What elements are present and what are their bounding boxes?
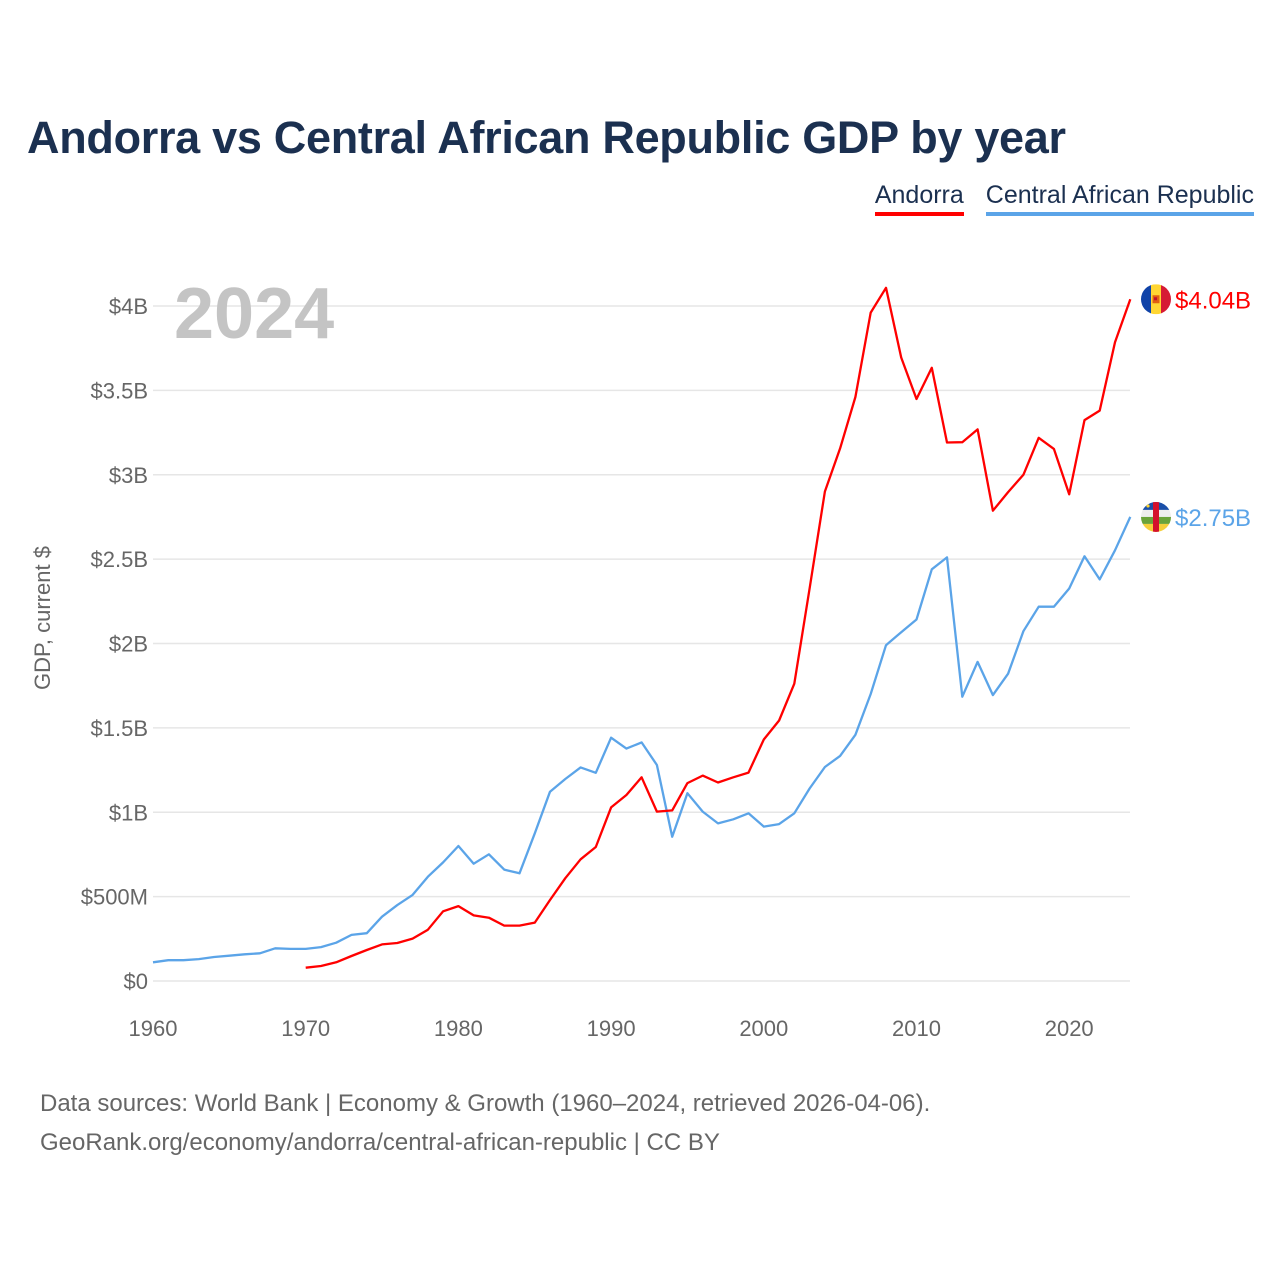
y-tick-label: $3B (109, 463, 148, 488)
x-tick-label: 1990 (587, 1016, 636, 1041)
chart-title: Andorra vs Central African Republic GDP … (27, 112, 1066, 163)
year-label: 2024 (174, 274, 334, 354)
data-source-text: Data sources: World Bank | Economy & Gro… (40, 1090, 931, 1117)
x-tick-label: 2000 (739, 1016, 788, 1041)
end-value-label: $4.04B (1175, 287, 1251, 314)
y-tick-label: $2B (109, 632, 148, 657)
y-tick-label: $500M (81, 885, 148, 910)
y-tick-label: $1.5B (91, 716, 149, 741)
y-tick-label: $1B (109, 800, 148, 825)
central-african-republic-flag-icon (1141, 501, 1171, 532)
legend: Andorra Central African Republic (874, 181, 1254, 216)
legend-item-andorra[interactable]: Andorra (874, 181, 964, 216)
source-link[interactable]: GeoRank.org/economy/andorra/central-afri… (40, 1129, 720, 1156)
series-line-andorra[interactable] (305, 286, 1132, 969)
x-tick-label: 2020 (1045, 1016, 1094, 1041)
x-tick-label: 1970 (281, 1016, 330, 1041)
y-tick-label: $4B (109, 294, 148, 319)
x-tick-label: 1980 (434, 1016, 483, 1041)
y-tick-label: $0 (124, 969, 148, 994)
legend-item-central-african-republic[interactable]: Central African Republic (985, 181, 1254, 216)
x-tick-label: 2010 (892, 1016, 941, 1041)
andorra-flag-icon (1141, 284, 1171, 315)
series-line-central-african-republic[interactable] (152, 516, 1132, 964)
y-tick-label: $3.5B (91, 378, 149, 403)
end-value-label: $2.75B (1175, 505, 1251, 532)
footer: Data sources: World Bank | Economy & Gro… (40, 1084, 930, 1162)
y-tick-label: $2.5B (91, 547, 149, 572)
x-tick-label: 1960 (129, 1016, 178, 1041)
y-axis-label: GDP, current $ (30, 546, 55, 690)
